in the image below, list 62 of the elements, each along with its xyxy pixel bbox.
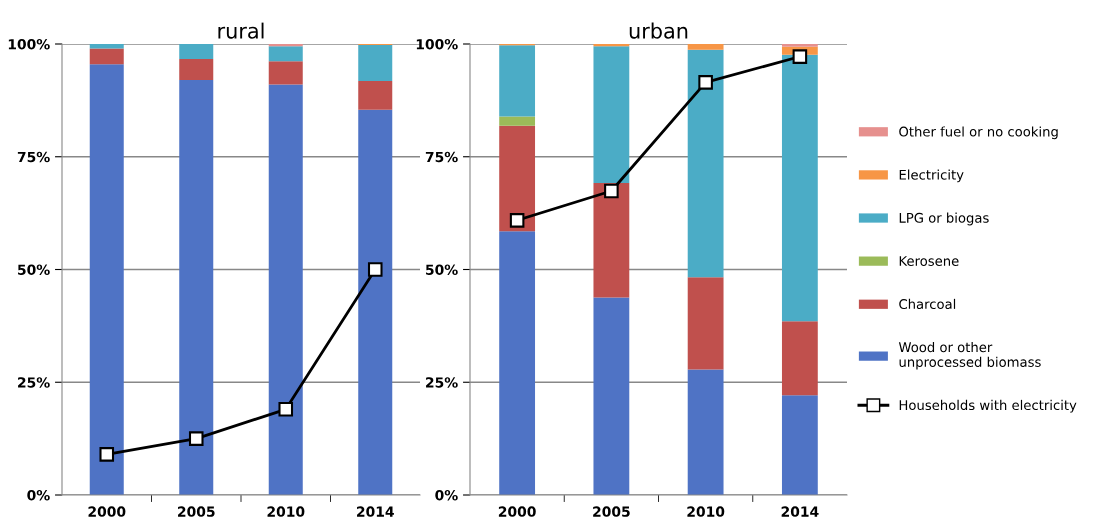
bar bbox=[781, 321, 818, 396]
bar bbox=[499, 116, 536, 126]
y-tick-label: 75% bbox=[425, 151, 458, 163]
bar bbox=[268, 46, 303, 62]
y-tick-label: 25% bbox=[426, 377, 458, 388]
x-tick-label: 2010 bbox=[267, 506, 305, 517]
y-tick-label: 0% bbox=[27, 489, 50, 501]
bar bbox=[593, 297, 630, 495]
bar bbox=[358, 80, 393, 110]
point bbox=[792, 49, 808, 64]
bar bbox=[781, 54, 818, 322]
bar bbox=[89, 44, 124, 49]
point bbox=[698, 75, 713, 90]
chart-title: rural bbox=[218, 22, 264, 39]
bar bbox=[179, 58, 214, 81]
legend-label: Kerosene bbox=[899, 256, 959, 266]
bar bbox=[687, 49, 724, 278]
point bbox=[509, 213, 525, 228]
legend-label: Households with electricity bbox=[899, 399, 1077, 413]
bar bbox=[593, 182, 630, 298]
bar bbox=[89, 64, 124, 495]
y-tick-label: 50% bbox=[18, 264, 50, 275]
point bbox=[367, 262, 383, 277]
legend-label: Wood or other unprocessed biomass bbox=[898, 341, 1041, 370]
bar bbox=[687, 277, 724, 370]
bar bbox=[499, 45, 536, 117]
y-tick-label: 100% bbox=[8, 38, 50, 50]
legend-label: LPG or biogas bbox=[899, 212, 989, 226]
x-tick-label: 2000 bbox=[88, 506, 126, 517]
bar bbox=[781, 44, 818, 47]
bar bbox=[687, 369, 724, 495]
bar bbox=[179, 80, 214, 495]
x-tick-label: 2005 bbox=[593, 506, 630, 517]
point bbox=[604, 183, 619, 199]
y-tick-label: 0% bbox=[435, 489, 458, 501]
legend-label: Electricity bbox=[899, 169, 964, 183]
point bbox=[99, 447, 115, 462]
legend-label: Other fuel or no cooking bbox=[899, 126, 1058, 140]
x-tick-label: 2014 bbox=[357, 506, 394, 517]
x-tick-label: 2014 bbox=[781, 506, 819, 517]
x-tick-label: 2000 bbox=[498, 506, 536, 517]
point bbox=[188, 431, 204, 446]
y-tick-label: 50% bbox=[426, 264, 458, 275]
bar bbox=[179, 44, 214, 59]
bar bbox=[268, 61, 303, 85]
chart-title: urban bbox=[629, 22, 688, 39]
bar bbox=[593, 46, 630, 183]
y-tick-label: 75% bbox=[17, 151, 50, 163]
y-tick-label: 25% bbox=[18, 377, 50, 388]
x-tick-label: 2010 bbox=[687, 506, 725, 517]
bar bbox=[358, 109, 393, 495]
point bbox=[278, 402, 294, 417]
bar bbox=[499, 231, 536, 495]
bar bbox=[499, 125, 536, 232]
legend-label: Charcoal bbox=[899, 298, 956, 310]
bar bbox=[687, 44, 724, 50]
bar bbox=[89, 48, 124, 65]
x-tick-label: 2005 bbox=[178, 506, 215, 517]
bar bbox=[781, 395, 818, 495]
bar bbox=[268, 84, 303, 495]
y-tick-label: 100% bbox=[416, 38, 458, 50]
bar bbox=[358, 44, 393, 81]
